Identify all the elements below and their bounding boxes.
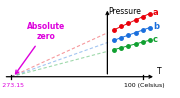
Text: Absolute
zero: Absolute zero — [15, 22, 65, 74]
Text: T: T — [157, 67, 161, 76]
Text: a: a — [153, 8, 159, 17]
Text: 100 (Celsius): 100 (Celsius) — [124, 83, 165, 88]
Text: - 273.15: - 273.15 — [0, 83, 24, 88]
Text: c: c — [153, 35, 158, 44]
Text: b: b — [153, 22, 159, 31]
Text: Pressure: Pressure — [108, 7, 141, 16]
